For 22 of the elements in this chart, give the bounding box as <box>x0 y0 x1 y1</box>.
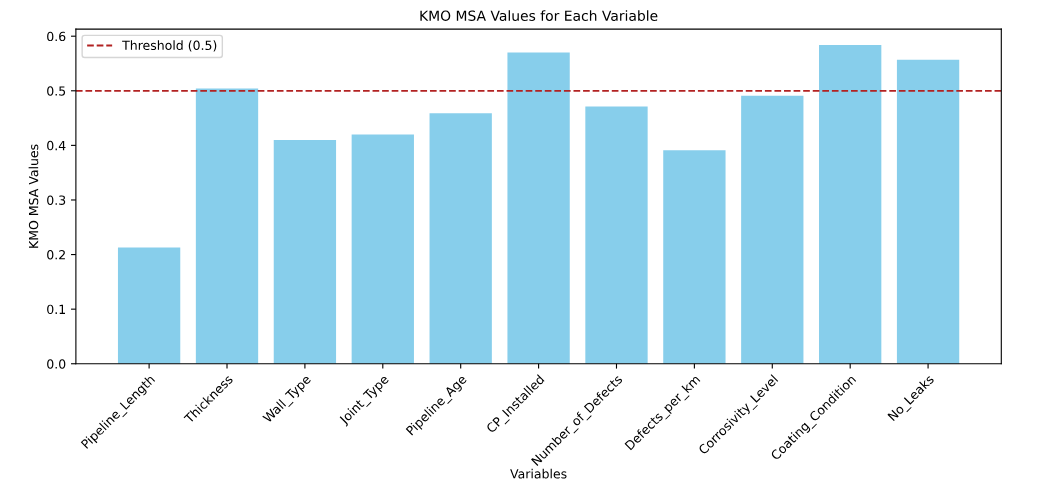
bar <box>195 88 259 364</box>
bar <box>896 59 960 364</box>
y-tick-label: 0.4 <box>47 140 66 151</box>
bar <box>741 95 804 364</box>
bar <box>351 134 414 364</box>
bar <box>663 150 726 364</box>
chart-title: KMO MSA Values for Each Variable <box>420 10 658 21</box>
bar <box>585 106 648 364</box>
bar <box>273 139 337 364</box>
y-tick-label: 0.3 <box>47 195 66 205</box>
bar <box>507 52 570 364</box>
bar <box>117 247 181 364</box>
y-axis-title: KMO MSA Values <box>28 144 39 248</box>
y-tick-label: 0.5 <box>47 86 66 96</box>
y-tick-label: 0.0 <box>47 359 66 369</box>
y-tick-label: 0.6 <box>47 31 66 42</box>
y-tick-label: 0.1 <box>47 304 66 315</box>
y-tick-label: 0.2 <box>47 250 65 260</box>
x-axis-title: Variables <box>510 468 567 479</box>
bar <box>429 113 492 364</box>
bar <box>819 44 882 364</box>
legend-label: Threshold (0.5) <box>122 40 217 52</box>
